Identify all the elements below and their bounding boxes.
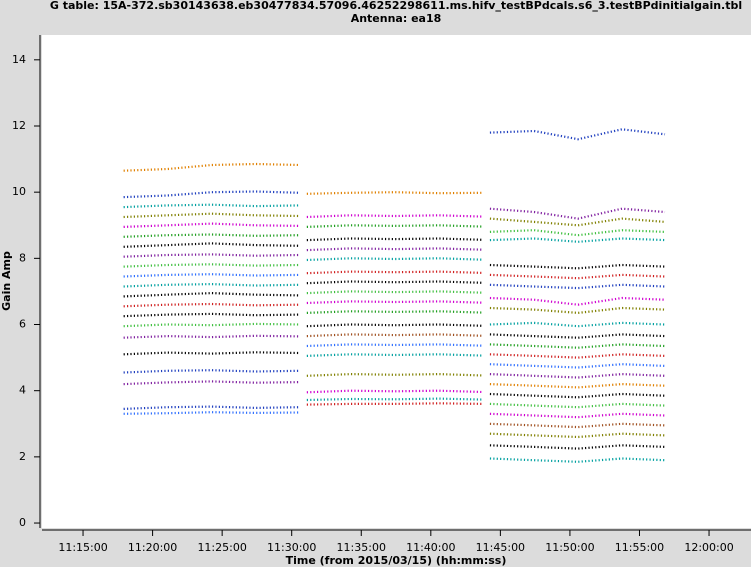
data-series [123, 263, 300, 268]
data-series [489, 392, 666, 399]
x-tick-label: 11:35:00 [337, 541, 386, 554]
data-series [306, 290, 484, 295]
data-series [306, 214, 484, 219]
x-tick-label: 12:00:00 [684, 541, 733, 554]
y-tick-label: 10 [12, 185, 26, 198]
data-series [123, 233, 300, 238]
data-series [123, 190, 300, 199]
data-series [489, 363, 666, 369]
data-series [123, 291, 300, 298]
data-series [489, 237, 666, 243]
y-tick-label: 2 [19, 450, 26, 463]
x-tick-label: 11:50:00 [545, 541, 594, 554]
data-series [123, 302, 300, 308]
data-series [123, 322, 300, 328]
data-series [306, 270, 484, 275]
data-series [489, 229, 666, 237]
data-series [123, 411, 300, 415]
data-series [123, 312, 300, 318]
data-series [123, 253, 300, 258]
data-series [489, 432, 666, 439]
x-tick-label: 11:15:00 [58, 541, 107, 554]
data-series [123, 282, 300, 288]
data-series [306, 343, 484, 348]
data-series [489, 321, 666, 328]
data-series [489, 422, 666, 429]
chart-title: G table: 15A-372.sb30143638.eb30477834.5… [50, 0, 742, 12]
data-series [123, 351, 300, 356]
data-series [489, 263, 666, 270]
data-series [306, 397, 484, 402]
plot-area [42, 35, 751, 528]
y-axis-label: Gain Amp [0, 251, 13, 311]
data-series [489, 444, 666, 450]
y-tick-label: 0 [19, 516, 26, 529]
data-series [489, 402, 666, 409]
data-series [489, 273, 666, 280]
data-series [489, 372, 666, 379]
data-series [306, 300, 484, 305]
data-series [123, 405, 300, 410]
data-series [306, 237, 484, 242]
data-series [123, 203, 300, 209]
data-series [306, 402, 484, 406]
data-series [489, 343, 666, 349]
data-series [306, 247, 484, 252]
x-axis-label: Time (from 2015/03/15) (hh:mm:ss) [286, 554, 507, 567]
y-tick-label: 12 [12, 119, 26, 132]
data-series [123, 369, 300, 374]
y-tick-label: 8 [19, 251, 26, 264]
data-series [489, 412, 666, 419]
data-series [489, 296, 666, 306]
data-series [306, 353, 484, 357]
data-series [489, 283, 666, 290]
data-series [306, 280, 484, 285]
data-series [123, 273, 300, 278]
data-series [489, 333, 666, 339]
data-series [306, 191, 484, 195]
data-series [123, 222, 300, 228]
data-series [306, 310, 484, 314]
data-series [489, 306, 666, 315]
data-series [306, 333, 484, 338]
data-series [306, 224, 484, 228]
data-series [123, 212, 300, 219]
data-series [123, 242, 300, 248]
x-tick-label: 11:45:00 [476, 541, 525, 554]
data-series [489, 207, 666, 220]
data-series [123, 162, 300, 172]
data-series [123, 380, 300, 386]
data-series [489, 457, 666, 463]
data-series [489, 128, 666, 141]
y-tick-label: 14 [12, 53, 26, 66]
x-tick-label: 11:20:00 [128, 541, 177, 554]
data-series [306, 389, 484, 394]
y-tick-label: 4 [19, 384, 26, 397]
data-series [306, 372, 484, 377]
data-series [489, 217, 666, 227]
chart-subtitle: Antenna: ea18 [351, 12, 442, 25]
x-tick-label: 11:25:00 [197, 541, 246, 554]
data-series [489, 382, 666, 389]
x-tick-label: 11:40:00 [406, 541, 455, 554]
y-tick-label: 6 [19, 318, 26, 331]
data-series [489, 353, 666, 359]
data-series [306, 323, 484, 328]
x-tick-label: 11:55:00 [615, 541, 664, 554]
data-series [306, 257, 484, 262]
data-series [123, 334, 300, 339]
x-tick-label: 11:30:00 [267, 541, 316, 554]
